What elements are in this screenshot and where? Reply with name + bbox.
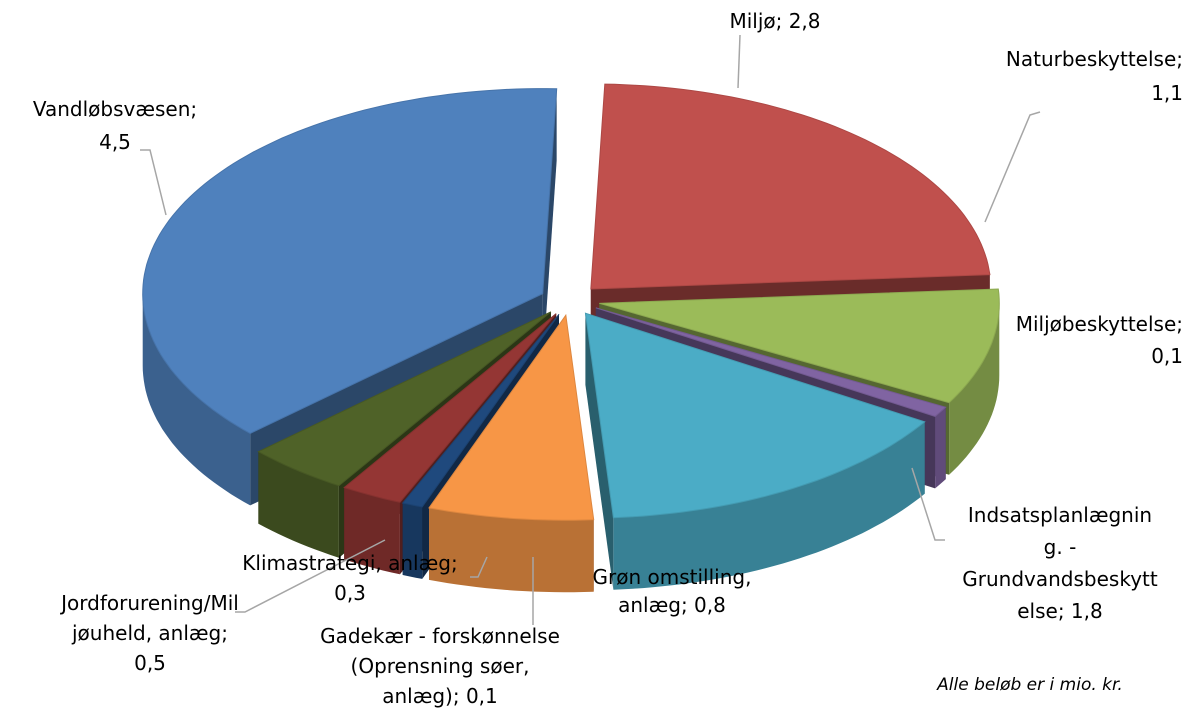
labels: Miljø; 2,8 Naturbeskyttelse; 1,1 Miljøbesky… [33,9,1183,708]
pie [142,83,1000,593]
slice-wall [142,293,251,506]
slice [401,313,560,508]
leaders [140,34,1041,625]
slice [599,288,1000,404]
data-label: Miljøbeskyttelse; 0,1 [1016,312,1183,368]
data-label: Jordforurening/Mil jøuheld, anlæg; 0,5 [59,591,239,675]
leader-line [470,556,488,578]
note: Alle beløb er i mio. kr. [936,675,1123,695]
data-label: Miljø; 2,8 [729,9,820,33]
slice [343,313,557,503]
data-label: Indsatsplanlægnin g. -Grundvandsbeskytt el… [962,503,1158,623]
slice [584,312,926,519]
leader-line [737,34,741,89]
slice-wall [402,503,423,579]
leader-line [984,111,1041,223]
slice-wall [935,407,946,489]
slice [142,88,558,434]
slice-wall [613,421,925,590]
leader-line [140,149,167,216]
data-label: Vandløbsvæsen; 4,5 [33,97,197,154]
slice-wall [429,507,594,593]
data-label: Gadekær - forskønnelse (Oprensning søer, a… [320,624,560,708]
slice-wall [258,451,339,558]
data-label: Naturbeskyttelse; 1,1 [1006,47,1183,105]
leader-line [235,539,386,613]
slice [257,311,552,487]
slice-wall [949,303,1000,475]
slice [428,313,595,521]
data-label: Grøn omstilling, anlæg; 0,8 [593,565,752,617]
slice [595,307,947,417]
data-label: Klimastrategi, anlæg; 0,3 [242,551,457,605]
slice-side [585,313,614,590]
leader-line [911,467,945,541]
slice [590,83,991,290]
slice-side [542,88,557,366]
slice-wall [344,487,400,575]
